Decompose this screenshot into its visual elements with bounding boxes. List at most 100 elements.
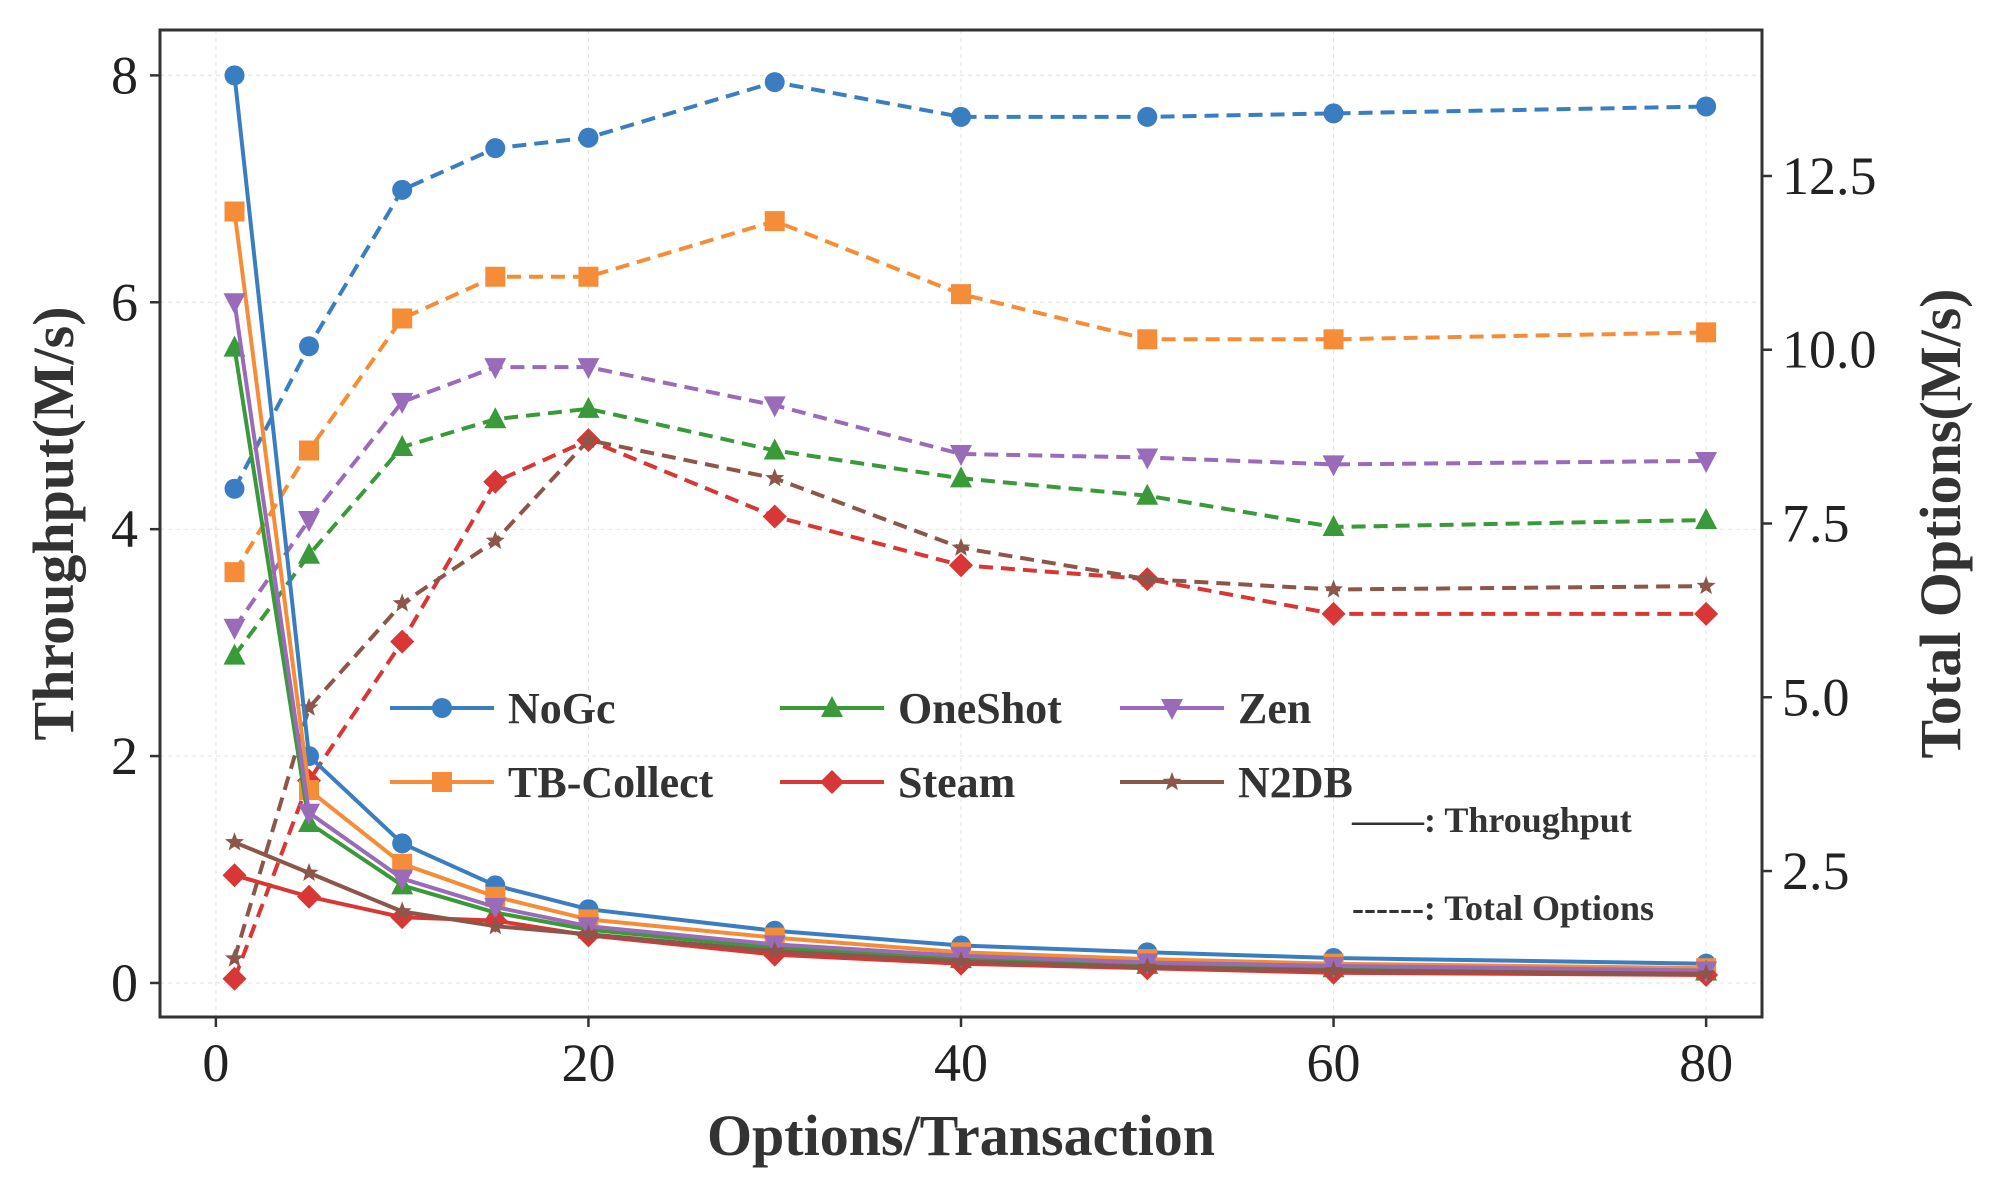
line-zen-throughput (232, 302, 1707, 973)
point-steam-total-options (762, 504, 787, 529)
point-nogc-total-options (578, 127, 599, 148)
series-lines (222, 65, 1719, 991)
series-n2db-throughput (225, 832, 1716, 982)
point-n2db-total-options (392, 593, 412, 612)
point-nogc-throughput (224, 65, 245, 86)
point-zen-total-options (950, 444, 972, 466)
point-n2db-throughput (1137, 957, 1157, 976)
legend-swatch-marker (1161, 699, 1183, 720)
legend-swatch-marker (432, 698, 452, 718)
point-n2db-throughput (578, 924, 598, 943)
point-tb-collect-total-options (224, 562, 245, 583)
legend-item-zen: Zen (1120, 684, 1311, 733)
legend-label: OneShot (898, 684, 1062, 733)
line-oneshot-throughput (232, 347, 1707, 974)
point-nogc-total-options (1696, 96, 1717, 117)
line-n2db-throughput (233, 840, 1707, 976)
point-n2db-throughput (951, 951, 971, 970)
line-tb-collect-total-options (232, 218, 1707, 574)
legend-label: TB-Collect (508, 758, 714, 807)
point-nogc-total-options (485, 138, 506, 159)
line-zen-total-options (232, 365, 1707, 629)
point-n2db-throughput (225, 832, 245, 851)
point-steam-total-options (949, 553, 973, 578)
point-oneshot-total-options (763, 438, 786, 460)
line-n2db-total-options (232, 437, 1707, 960)
point-tb-collect-total-options (1323, 329, 1344, 350)
right-y-tick-label: 2.5 (1782, 841, 1850, 901)
x-tick-label: 80 (1679, 1033, 1733, 1093)
left-y-tick-label: 8 (111, 45, 138, 105)
point-steam-total-options (1321, 601, 1346, 626)
point-tb-collect-total-options (1696, 322, 1717, 343)
series-zen-total-options (223, 358, 1718, 640)
point-n2db-total-options (1324, 579, 1344, 598)
right-y-tick-label: 10.0 (1782, 320, 1877, 380)
point-n2db-total-options (485, 530, 505, 549)
x-tick-label: 40 (934, 1033, 988, 1093)
point-nogc-total-options (764, 72, 785, 93)
x-tick-label: 60 (1307, 1033, 1361, 1093)
point-n2db-throughput (1696, 963, 1716, 982)
point-tb-collect-total-options (578, 266, 599, 287)
point-zen-total-options (577, 358, 600, 380)
series-nogc-total-options (224, 72, 1717, 499)
right-y-axis-title: Total Options(M/s) (1908, 289, 1973, 759)
x-axis-title: Options/Transaction (707, 1103, 1215, 1168)
legend-swatch-marker (432, 772, 452, 792)
point-nogc-total-options (1137, 106, 1158, 127)
point-tb-collect-total-options (1137, 329, 1158, 350)
point-nogc-throughput (392, 833, 413, 854)
point-nogc-total-options (951, 106, 971, 127)
point-n2db-total-options (765, 468, 785, 487)
point-steam-total-options (222, 966, 247, 991)
point-steam-throughput (222, 863, 247, 888)
legend-label: NoGc (508, 684, 616, 733)
point-oneshot-total-options (223, 643, 246, 665)
point-tb-collect-total-options (951, 284, 971, 305)
legend-swatch-marker (820, 770, 844, 794)
point-nogc-total-options (299, 336, 320, 357)
legend-item-n2db: N2DB (1120, 758, 1353, 807)
solid-line-note: ——: Throughput (1351, 800, 1632, 840)
point-zen-total-options (484, 358, 507, 380)
point-n2db-total-options (951, 537, 971, 556)
point-zen-total-options (298, 511, 321, 533)
point-zen-throughput (484, 897, 507, 919)
point-zen-throughput (298, 803, 321, 825)
legend-item-tb-collect: TB-Collect (390, 758, 714, 807)
point-zen-total-options (391, 392, 414, 414)
point-tb-collect-total-options (485, 266, 506, 287)
point-steam-throughput (297, 884, 322, 909)
left-y-axis-title: Throughput(M/s) (21, 306, 86, 740)
point-n2db-total-options (1137, 569, 1157, 588)
right-y-tick-label: 7.5 (1782, 494, 1850, 554)
point-tb-collect-total-options (299, 440, 320, 461)
point-nogc-total-options (1323, 103, 1344, 124)
legend-label: Zen (1238, 684, 1311, 733)
series-tb-collect-total-options (224, 211, 1717, 583)
point-n2db-throughput (485, 916, 505, 935)
line-oneshot-total-options (232, 406, 1707, 657)
point-nogc-total-options (224, 478, 245, 499)
left-y-tick-label: 0 (111, 953, 138, 1013)
dashed-line-note: ------: Total Options (1352, 888, 1654, 928)
point-oneshot-total-options (391, 435, 414, 457)
legend-swatch-marker (1162, 772, 1182, 791)
legend-item-oneshot: OneShot (780, 684, 1062, 733)
point-n2db-throughput (765, 941, 785, 960)
point-tb-collect-total-options (392, 308, 413, 329)
point-zen-total-options (1695, 451, 1718, 473)
point-zen-total-options (763, 396, 786, 418)
legend-label: Steam (898, 758, 1015, 807)
point-zen-total-options (1136, 448, 1159, 470)
point-steam-total-options (483, 469, 508, 494)
point-oneshot-total-options (298, 542, 321, 564)
line-nogc-total-options (232, 80, 1707, 490)
point-n2db-throughput (299, 862, 319, 882)
left-y-tick-label: 4 (111, 499, 138, 559)
point-steam-total-options (1694, 601, 1719, 626)
legend-item-steam: Steam (780, 758, 1015, 807)
x-tick-label: 20 (561, 1033, 615, 1093)
